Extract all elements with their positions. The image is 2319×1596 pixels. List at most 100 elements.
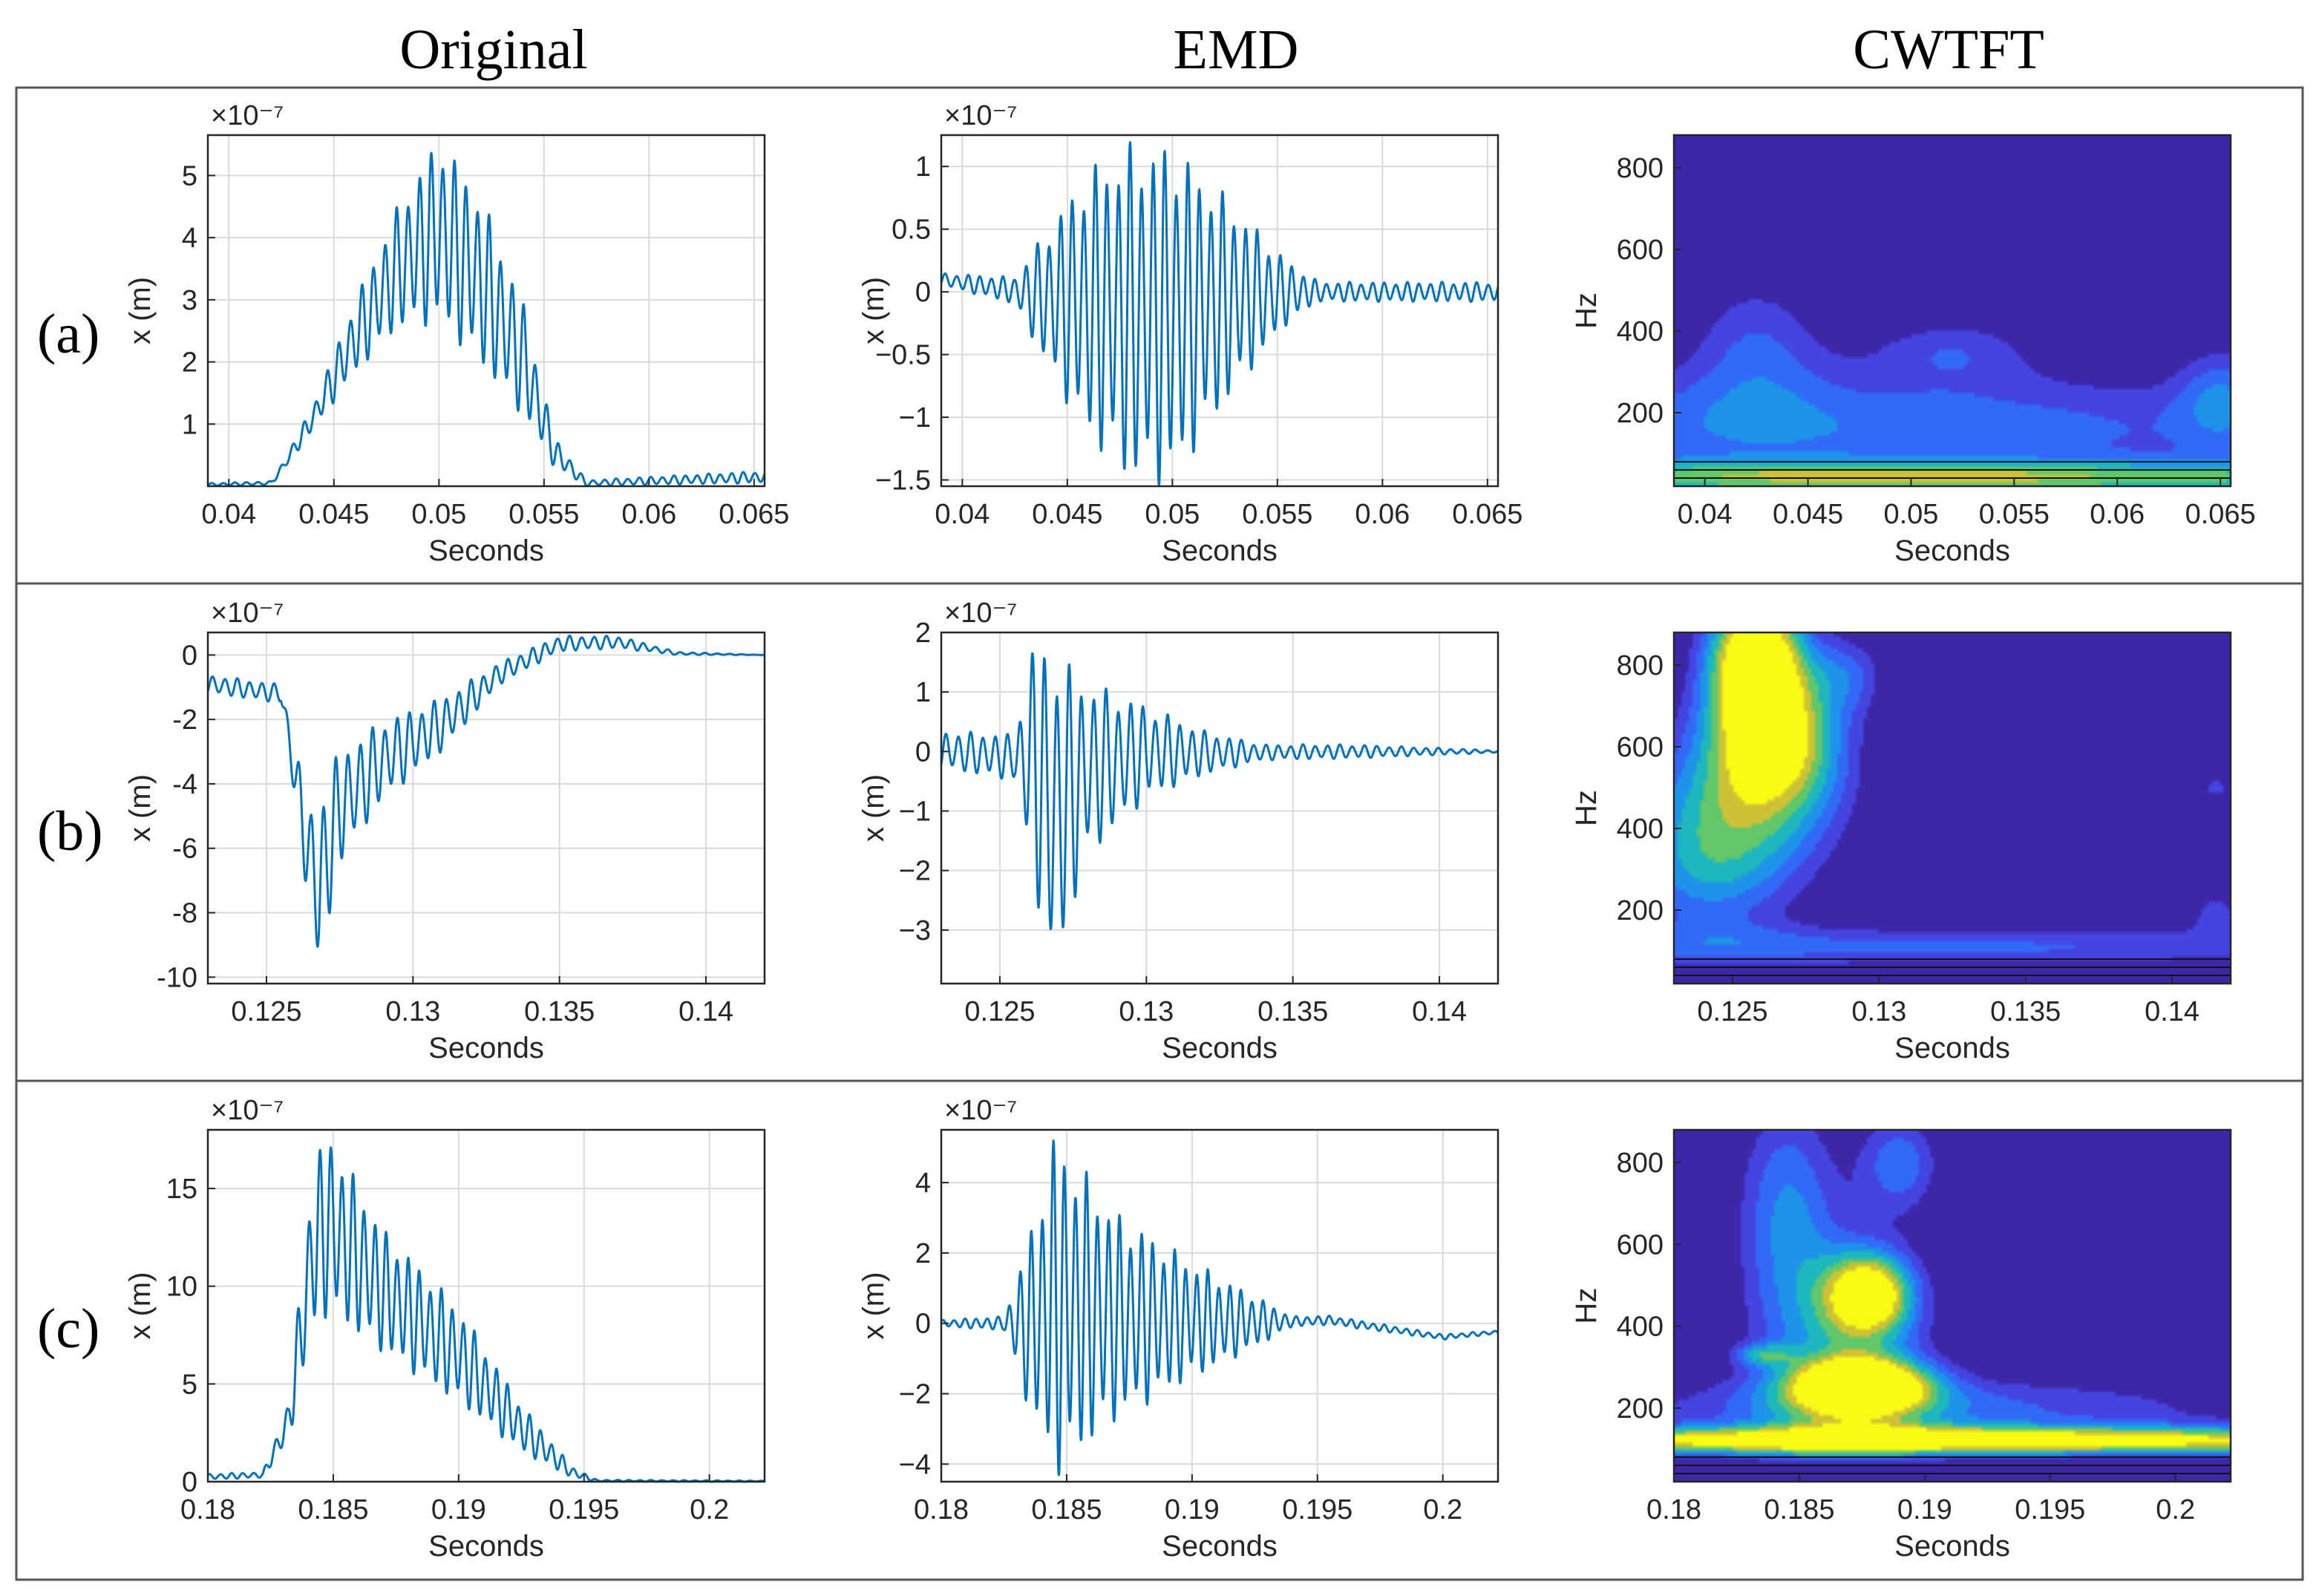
- y-tick-label: 5: [182, 1369, 197, 1400]
- x-tick-label: 0.055: [508, 499, 579, 530]
- row-box-c: [15, 1079, 2304, 1581]
- y-tick-label: 600: [1617, 732, 1664, 763]
- x-tick-label: 0.05: [1145, 499, 1200, 530]
- x-axis-label: Seconds: [428, 534, 544, 567]
- chart-c-emd: ×10⁻⁷ 0.18 0.185 0.19 0.195 0.2 −4 −2 0 2 4 Seconds…: [857, 1095, 1499, 1563]
- x-tick-label: 0.06: [2090, 499, 2145, 530]
- plots-layer: ×10⁻⁷ 0.04 0.045 0.05 0.055 0.06 0.065 1 2 3 4 5 Sec…: [124, 100, 2256, 1563]
- y-tick-label: 1: [182, 409, 197, 440]
- y-tick-label: 3: [182, 285, 197, 316]
- x-tick-label: 0.13: [385, 996, 440, 1027]
- plot-frame: [206, 1128, 766, 1483]
- x-axis-label: Seconds: [1162, 1530, 1278, 1563]
- y-tick-label: -4: [172, 769, 197, 800]
- y-tick-label: 600: [1617, 235, 1664, 266]
- signal-trace: [207, 151, 766, 488]
- y-tick-label: 400: [1617, 316, 1664, 347]
- y-tick-label: −1: [899, 402, 931, 434]
- chart-b-emd: ×10⁻⁷ 0.125 0.13 0.135 0.14 −3 −2 −1 0 1 2 Seconds x…: [857, 598, 1499, 1064]
- signal-trace: [940, 141, 1499, 485]
- x-tick-label: 0.135: [1990, 996, 2061, 1027]
- x-tick-label: 0.19: [1165, 1494, 1220, 1525]
- y-axis-label: x (m): [124, 1272, 157, 1339]
- y-tick-label: 2: [915, 1238, 931, 1269]
- x-axis-label: Seconds: [1894, 1032, 2010, 1064]
- y-tick-label: −0.5: [875, 340, 931, 371]
- y-tick-label: 200: [1617, 1393, 1664, 1425]
- x-tick-label: 0.195: [1282, 1494, 1353, 1525]
- x-tick-label: 0.055: [1979, 499, 2050, 530]
- x-tick-label: 0.2: [1423, 1494, 1462, 1525]
- y-tick-label: −4: [899, 1449, 931, 1480]
- y-tick-label: −2: [899, 856, 931, 887]
- y-tick-label: 0: [915, 736, 931, 768]
- x-tick-label: 0.04: [935, 499, 990, 530]
- x-axis-label: Seconds: [428, 1032, 544, 1064]
- x-tick-label: 0.19: [1897, 1494, 1952, 1525]
- chart-a-original: ×10⁻⁷ 0.04 0.045 0.05 0.055 0.06 0.065 1 2 3 4 5 Sec…: [124, 100, 789, 567]
- y-tick-label: 15: [166, 1174, 197, 1205]
- y-exponent-label: ×10⁻⁷: [944, 598, 1017, 629]
- x-axis-label: Seconds: [1162, 1032, 1278, 1064]
- y-tick-label: −1.5: [875, 465, 931, 497]
- x-tick-label: 0.045: [1032, 499, 1102, 530]
- y-tick-label: 600: [1617, 1229, 1664, 1260]
- x-tick-label: 0.13: [1851, 996, 1906, 1027]
- y-tick-label: -10: [157, 962, 197, 993]
- x-tick-label: 0.135: [524, 996, 595, 1027]
- plot-frame: [940, 1128, 1499, 1483]
- y-tick-label: -8: [172, 898, 197, 929]
- x-tick-label: 0.18: [914, 1494, 969, 1525]
- plot-frame: [1672, 631, 2232, 985]
- y-tick-label: -6: [172, 834, 197, 865]
- x-axis-label: Seconds: [1162, 534, 1278, 567]
- y-tick-label: −2: [899, 1379, 931, 1410]
- y-tick-label: 200: [1617, 895, 1664, 926]
- x-tick-label: 0.06: [621, 499, 676, 530]
- signal-trace: [940, 1139, 1499, 1476]
- x-tick-label: 0.13: [1119, 996, 1174, 1027]
- plot-frame: [206, 134, 766, 488]
- x-tick-label: 0.055: [1242, 499, 1312, 530]
- cwt-contour-map: [1674, 135, 2231, 486]
- x-tick-label: 0.06: [1355, 499, 1410, 530]
- x-tick-label: 0.065: [719, 499, 789, 530]
- x-axis-label: Seconds: [428, 1530, 544, 1563]
- y-tick-label: −3: [899, 915, 931, 946]
- y-tick-label: 1: [915, 151, 931, 183]
- row-label-b: (b): [37, 800, 103, 863]
- x-tick-label: 0.045: [298, 499, 369, 530]
- y-tick-label: 0: [182, 1467, 197, 1498]
- y-tick-label: 800: [1617, 650, 1664, 681]
- y-axis-label: Hz: [1570, 1288, 1603, 1324]
- plot-frame: [1672, 1128, 2232, 1483]
- x-tick-label: 0.2: [2156, 1494, 2195, 1525]
- y-tick-label: 4: [915, 1168, 931, 1199]
- y-tick-label: 4: [182, 223, 197, 254]
- y-tick-label: 0.5: [892, 215, 931, 246]
- y-tick-label: 400: [1617, 1312, 1664, 1343]
- x-tick-label: 0.185: [1764, 1494, 1834, 1525]
- y-axis-label: x (m): [124, 774, 157, 842]
- y-exponent-label: ×10⁻⁷: [211, 1095, 284, 1126]
- x-tick-label: 0.125: [964, 996, 1035, 1027]
- x-tick-label: 0.2: [690, 1494, 729, 1525]
- y-tick-label: 0: [182, 640, 197, 671]
- y-axis-label: x (m): [124, 277, 157, 344]
- x-axis-label: Seconds: [1894, 1530, 2010, 1563]
- row-label-a: (a): [37, 303, 99, 365]
- column-title-original: Original: [399, 19, 587, 81]
- y-tick-label: 1: [915, 677, 931, 708]
- y-tick-label: -2: [172, 704, 197, 736]
- row-label-c: (c): [37, 1298, 99, 1360]
- y-exponent-label: ×10⁻⁷: [211, 100, 284, 131]
- y-axis-label: x (m): [857, 277, 890, 344]
- chart-a-emd: ×10⁻⁷ 0.04 0.045 0.05 0.055 0.06 0.065 −1.5 −1 −0…: [857, 100, 1522, 567]
- signal-trace: [206, 634, 765, 948]
- x-tick-label: 0.125: [231, 996, 301, 1027]
- signal-trace: [206, 1146, 765, 1483]
- chart-b-original: ×10⁻⁷ 0.125 0.13 0.135 0.14 -10 -8 -6 -4 -2 0 Secon…: [124, 598, 766, 1064]
- x-tick-label: 0.14: [2145, 996, 2199, 1027]
- x-tick-label: 0.18: [1646, 1494, 1701, 1525]
